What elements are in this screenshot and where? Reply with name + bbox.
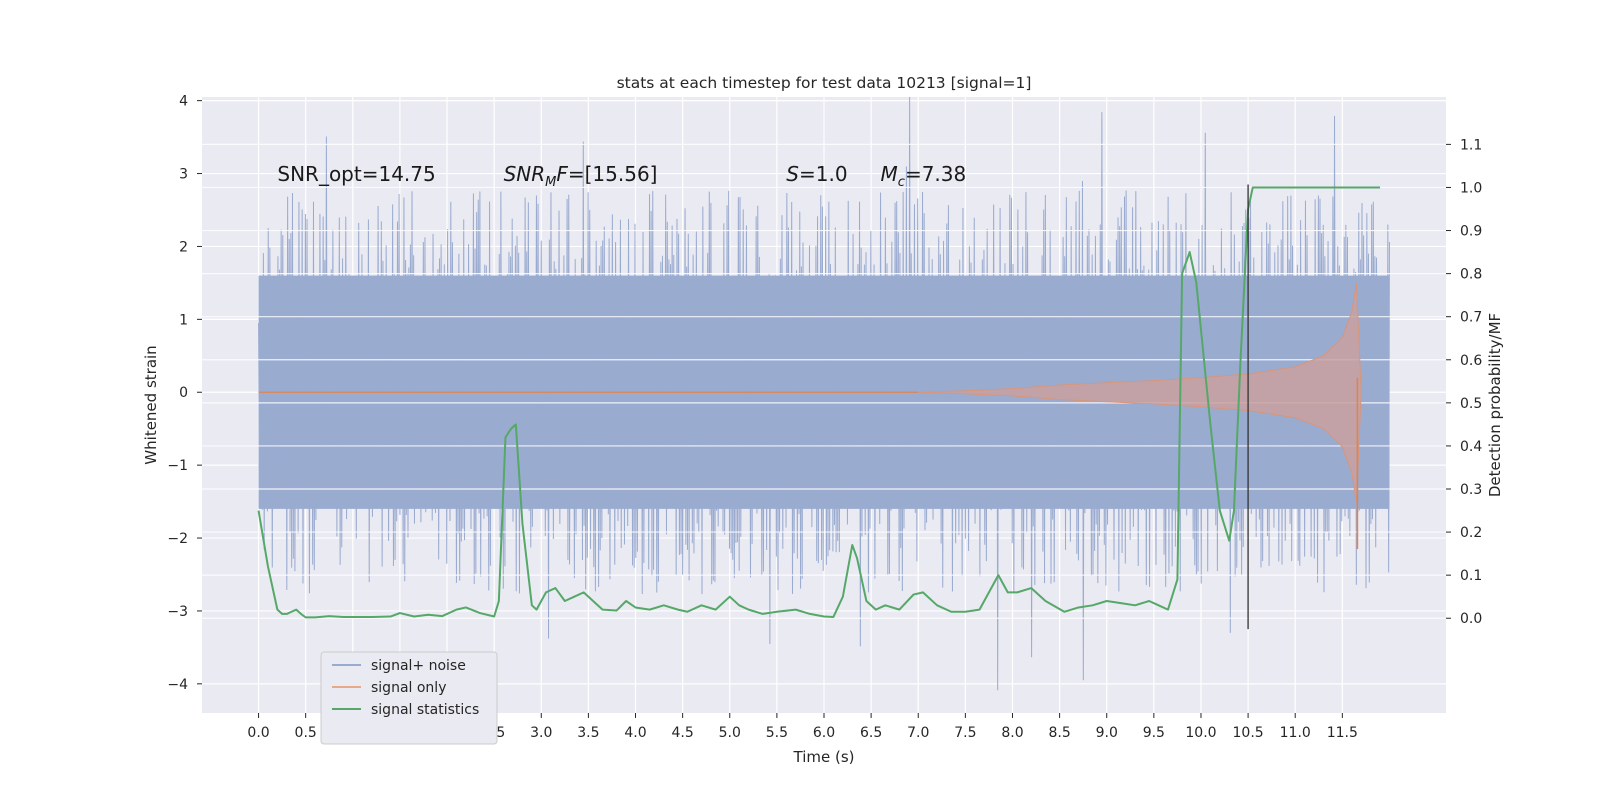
right-tick-label: 0.7 xyxy=(1460,310,1482,326)
right-tick-label: 0.6 xyxy=(1460,353,1482,369)
x-tick-label: 10.5 xyxy=(1233,725,1264,741)
x-tick-label: 4.5 xyxy=(672,725,694,741)
right-tick-label: 0.9 xyxy=(1460,224,1482,240)
right-tick-label: 0.1 xyxy=(1460,568,1482,584)
y-axis-ticks: 4 3 2 1 0 −1 −2 −3 −4 xyxy=(167,94,202,693)
y-axis-label: Whitened strain xyxy=(142,345,160,464)
y-tick-label: −1 xyxy=(167,458,188,474)
x-tick-label: 5.0 xyxy=(719,725,741,741)
legend-box xyxy=(320,651,498,745)
x-tick-label: 6.0 xyxy=(813,725,835,741)
legend: signal+ noise signal only signal statist… xyxy=(320,651,498,745)
legend-label-signal: signal only xyxy=(371,680,446,696)
annotations: SNR_opt=14.75 SNRMF=[15.56] S=1.0 Mc=7.3… xyxy=(277,162,966,190)
x-tick-label: 3.0 xyxy=(530,725,552,741)
x-tick-label: 9.0 xyxy=(1096,725,1118,741)
x-tick-label: 11.0 xyxy=(1280,725,1311,741)
annotation-snr-mf-value: =[15.56] xyxy=(568,162,658,186)
right-tick-label: 0.2 xyxy=(1460,525,1482,541)
x-tick-label: 9.5 xyxy=(1143,725,1165,741)
noise-trace xyxy=(258,97,1390,691)
series-signal-only xyxy=(258,282,1362,549)
annotation-snr-opt: SNR_opt=14.75 xyxy=(277,162,435,186)
right-tick-label: 0.0 xyxy=(1460,611,1482,627)
x-tick-label: 8.5 xyxy=(1048,725,1070,741)
legend-label-noise: signal+ noise xyxy=(371,658,466,674)
right-tick-label: 1.1 xyxy=(1460,137,1482,153)
signal-envelope xyxy=(258,282,1362,502)
x-tick-label: 0.0 xyxy=(247,725,269,741)
right-axis-label: Detection probability/MF xyxy=(1486,313,1504,497)
y-tick-label: 2 xyxy=(179,239,188,255)
right-tick-label: 1.0 xyxy=(1460,180,1482,196)
annotation-chirp-mass: Mc=7.38 xyxy=(881,162,967,190)
x-tick-label: 7.5 xyxy=(954,725,976,741)
y-tick-label: −4 xyxy=(167,677,188,693)
right-tick-label: 0.3 xyxy=(1460,482,1482,498)
y-tick-label: 1 xyxy=(179,312,188,328)
legend-label-stats: signal statistics xyxy=(371,702,479,718)
right-tick-label: 0.5 xyxy=(1460,396,1482,412)
chart-title: stats at each timestep for test data 102… xyxy=(617,74,1032,92)
annotation-s: S=1.0 xyxy=(786,162,847,186)
y-tick-label: −3 xyxy=(167,604,188,620)
annotation-snr-mf: SNRMF=[15.56] xyxy=(504,162,658,190)
x-tick-label: 7.0 xyxy=(907,725,929,741)
x-tick-label: 3.5 xyxy=(577,725,599,741)
x-tick-label: 5.5 xyxy=(766,725,788,741)
stats-line xyxy=(257,186,1381,619)
y-tick-label: 0 xyxy=(179,385,188,401)
right-tick-label: 0.8 xyxy=(1460,267,1482,283)
x-tick-label: 11.5 xyxy=(1327,725,1358,741)
x-tick-label: 8.0 xyxy=(1001,725,1023,741)
x-tick-label: 4.0 xyxy=(624,725,646,741)
right-tick-label: 0.4 xyxy=(1460,439,1482,455)
x-tick-label: 6.5 xyxy=(860,725,882,741)
x-tick-label: 0.5 xyxy=(295,725,317,741)
x-axis-label: Time (s) xyxy=(793,748,855,766)
y-tick-label: −2 xyxy=(167,531,188,547)
y-tick-label: 3 xyxy=(179,167,188,183)
series-signal-statistics xyxy=(257,186,1381,619)
y-tick-label: 4 xyxy=(179,94,188,110)
x-tick-label: 10.0 xyxy=(1185,725,1216,741)
right-axis-ticks: 1.1 1.0 0.9 0.8 0.7 0.6 0.5 0.4 0.3 0.2 0.1 0.0 xyxy=(1446,137,1482,627)
